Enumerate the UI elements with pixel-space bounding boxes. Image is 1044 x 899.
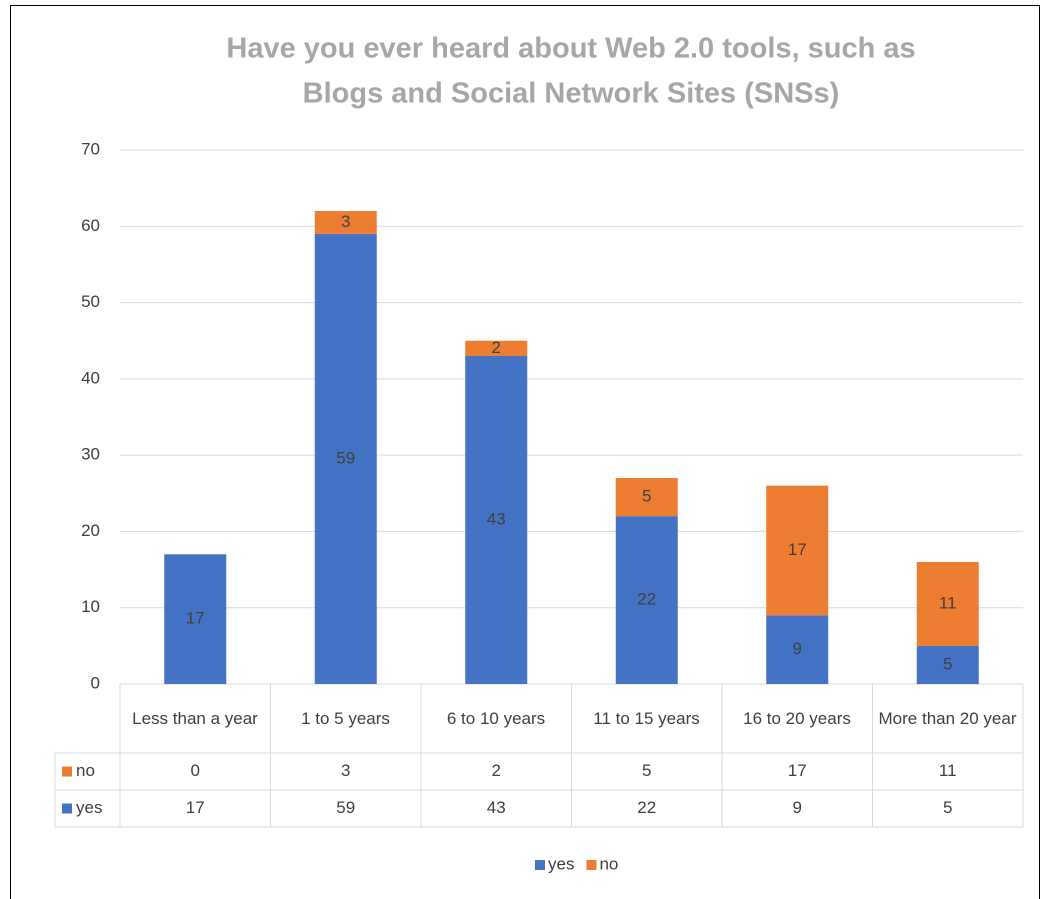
data-label: 22 <box>637 590 656 609</box>
x-tick-label: 6 to 10 years <box>446 708 546 728</box>
x-tick-label: 11 to 15 years <box>593 708 700 728</box>
table-value: 3 <box>341 761 350 780</box>
legend-key <box>62 766 72 777</box>
bar-segment <box>314 233 377 684</box>
legend-label: yes <box>76 798 102 817</box>
table-value: 22 <box>637 798 656 817</box>
data-label: 3 <box>341 212 350 231</box>
table-value: 11 <box>939 761 957 780</box>
x-tick-label: Less than a year <box>132 708 258 728</box>
bar-segment <box>465 355 528 684</box>
legend-key <box>62 803 72 814</box>
data-label: 2 <box>492 338 501 357</box>
x-tick-label: 16 to 20 years <box>743 708 851 728</box>
x-tick-label: 1 to 5 years <box>301 708 390 728</box>
chart-title-line-1: Have you ever heard about Web 2.0 tools,… <box>226 33 915 65</box>
data-label: 5 <box>642 487 651 506</box>
bar-segment <box>314 211 377 234</box>
table-value: 5 <box>943 798 952 817</box>
x-tick-label: More than 20 year <box>878 708 1017 728</box>
y-tick-label: 0 <box>91 673 100 692</box>
y-tick-label: 50 <box>81 292 100 311</box>
table-value: 9 <box>793 798 802 817</box>
table-value: 59 <box>336 798 355 817</box>
legend-key <box>586 860 597 870</box>
legend-label: no <box>76 761 95 780</box>
y-tick-label: 10 <box>81 597 100 616</box>
bar-segment <box>916 561 979 646</box>
data-label: 17 <box>186 609 205 628</box>
bar-segment <box>916 645 979 684</box>
data-label: 59 <box>336 448 355 467</box>
y-tick-label: 40 <box>81 368 100 387</box>
data-label: 5 <box>943 654 952 673</box>
legend-key <box>535 860 545 870</box>
y-tick-label: 60 <box>81 216 100 235</box>
data-label: 11 <box>939 593 957 612</box>
table-value: 43 <box>487 798 506 817</box>
bar-segment <box>766 615 829 684</box>
table-value: 5 <box>642 761 651 780</box>
chart-title-line-2: Blogs and Social Network Sites (SNSs) <box>303 78 840 110</box>
table-value: 0 <box>191 761 200 780</box>
table-value: 2 <box>492 761 501 780</box>
chart-frame <box>10 5 1040 899</box>
bar-segment <box>465 340 528 356</box>
data-label: 43 <box>487 509 506 528</box>
bar-segment <box>766 485 829 616</box>
legend-label: no <box>599 854 618 873</box>
table-value: 17 <box>788 761 807 780</box>
data-label: 17 <box>788 540 807 559</box>
table-value: 17 <box>186 798 205 817</box>
y-tick-label: 30 <box>81 445 100 464</box>
data-label: 9 <box>793 639 802 658</box>
bar-segment <box>615 478 678 517</box>
bar-segment <box>164 554 227 684</box>
legend-label: yes <box>548 854 574 873</box>
y-tick-label: 70 <box>81 139 100 158</box>
bar-segment <box>615 516 678 684</box>
y-tick-label: 20 <box>81 521 100 540</box>
